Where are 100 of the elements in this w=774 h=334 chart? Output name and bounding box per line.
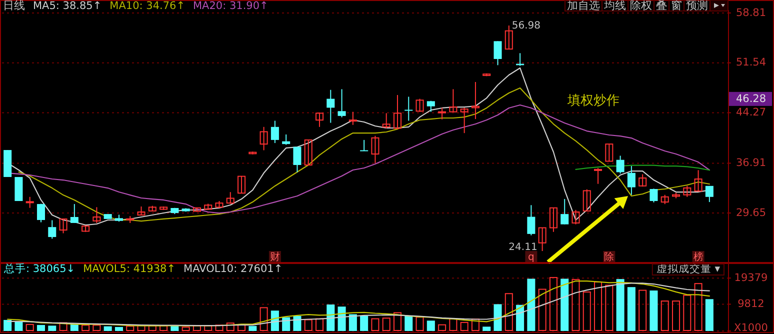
candlestick	[360, 139, 368, 152]
bar	[572, 279, 580, 331]
candlestick	[705, 185, 714, 203]
y-tick-label: 58.81	[736, 6, 766, 19]
y-tick-label: 19379	[734, 272, 768, 284]
bar	[360, 316, 368, 331]
bar	[404, 316, 413, 331]
bar	[549, 277, 558, 331]
bar	[126, 326, 134, 331]
candlestick	[660, 194, 669, 205]
candlestick	[92, 206, 101, 224]
bar	[594, 281, 602, 331]
bar	[683, 294, 692, 331]
candlestick	[449, 88, 458, 112]
annotation: 24.11	[508, 242, 538, 254]
candlestick	[638, 174, 647, 188]
candlestick	[293, 146, 302, 173]
bar	[4, 320, 12, 331]
candlestick	[504, 25, 513, 50]
x-tick-label: 除	[604, 251, 614, 263]
y-tick-label: 36.91	[736, 157, 766, 170]
annotation: 填权炒作	[566, 94, 620, 108]
bar	[527, 278, 536, 331]
bar	[260, 307, 268, 331]
x-tick-label: 榜	[693, 251, 704, 263]
bar	[449, 318, 458, 331]
candlestick	[304, 139, 312, 166]
bar	[170, 326, 179, 331]
bar	[694, 283, 702, 331]
candlestick	[315, 112, 324, 128]
bar	[393, 312, 402, 331]
bar	[616, 279, 624, 331]
bar	[92, 324, 101, 331]
candlestick	[471, 81, 480, 120]
text: MA10: 34.76↑	[110, 0, 185, 12]
bar	[226, 322, 234, 331]
text: MAVOL10: 27601↑	[184, 263, 283, 275]
candlestick	[538, 227, 546, 252]
candlestick	[549, 207, 558, 232]
bar	[26, 324, 34, 331]
x-tick-label: 财	[270, 251, 280, 263]
bar	[293, 316, 302, 331]
candlestick	[48, 220, 56, 240]
bar	[560, 278, 569, 331]
bar	[705, 299, 714, 331]
y-tick-label: 29.65	[736, 206, 766, 219]
bar	[538, 288, 546, 331]
candlestick	[582, 188, 591, 212]
bar	[326, 304, 335, 331]
annotation: 预测	[686, 0, 708, 12]
text: MA5: 38.85↑	[33, 0, 102, 12]
bar	[204, 325, 212, 331]
bar	[638, 290, 647, 331]
bar	[438, 324, 446, 331]
candlestick	[326, 89, 335, 124]
bar	[48, 326, 56, 331]
annotation: 除权	[630, 0, 652, 12]
annotation: 46.28	[736, 92, 766, 105]
bar	[382, 318, 390, 331]
candlestick	[494, 40, 502, 66]
bar	[605, 284, 614, 331]
text: MAVOL5: 41938↑	[83, 263, 176, 275]
bar	[426, 320, 435, 331]
bar	[104, 326, 112, 331]
candlestick	[594, 168, 602, 184]
bar	[504, 293, 513, 331]
candlestick	[527, 204, 536, 236]
y-tick-label: 44.27	[736, 106, 766, 119]
candlestick	[282, 134, 290, 146]
bar	[582, 292, 591, 331]
candlestick	[572, 209, 580, 225]
candlestick	[438, 107, 446, 120]
annotation: 56.98	[512, 20, 541, 32]
bar	[315, 318, 324, 331]
bar	[460, 322, 468, 331]
candlestick	[26, 196, 34, 208]
bar	[516, 304, 524, 331]
candlestick	[238, 176, 246, 194]
annotation: 日线	[3, 0, 25, 12]
candlestick	[70, 204, 78, 224]
candlestick	[560, 198, 569, 225]
candlestick	[260, 126, 268, 151]
candlestick	[371, 135, 380, 164]
bar	[14, 322, 23, 331]
candlestick	[348, 111, 357, 126]
bar	[215, 324, 224, 331]
bar	[192, 325, 201, 331]
candlestick	[270, 120, 279, 144]
candlestick	[404, 96, 413, 122]
x-tick-label: q	[528, 252, 534, 263]
bar	[282, 317, 290, 331]
bar	[494, 304, 502, 331]
bar	[482, 326, 491, 331]
candlestick	[616, 155, 624, 174]
candlestick	[460, 107, 468, 134]
bar	[672, 300, 680, 331]
candlestick	[338, 88, 346, 118]
candlestick	[650, 188, 658, 203]
candlestick	[416, 98, 424, 112]
y-tick-label: 9812	[738, 298, 764, 310]
